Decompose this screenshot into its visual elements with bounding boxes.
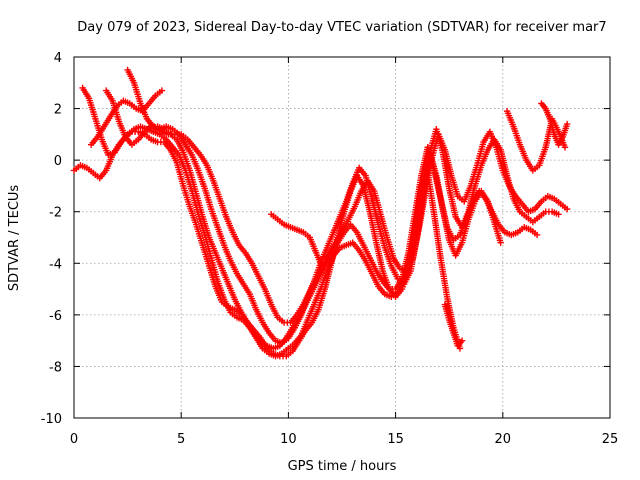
series-track-j [441, 301, 466, 349]
series-track-i [538, 100, 571, 148]
data-point-marker [555, 211, 562, 218]
series-track-h [503, 107, 569, 174]
data-point-marker [563, 120, 571, 128]
plot-frame [73, 56, 611, 419]
axis-ticks: 0 5 10 15 20 25 -10 -8 -6 -4 -2 0 2 4 [41, 51, 619, 447]
y-tick-label: -2 [49, 206, 62, 221]
y-tick-label: -8 [49, 360, 62, 375]
data-point-marker [533, 231, 541, 239]
series-track-e [145, 123, 571, 326]
y-tick-label: 4 [54, 51, 62, 66]
data-point-marker [319, 265, 326, 272]
y-axis-label: SDTVAR / TECUs [7, 185, 22, 292]
data-point-marker [561, 144, 569, 151]
data-point-marker [158, 87, 166, 94]
y-tick-label: 0 [54, 154, 62, 169]
x-axis-label: GPS time / hours [288, 459, 397, 474]
data-point-marker [458, 337, 466, 344]
y-tick-label: -4 [49, 257, 62, 272]
y-tick-label: 2 [54, 103, 62, 118]
series-track-g [268, 211, 326, 272]
series-track-d [124, 66, 562, 347]
x-tick-label: 0 [70, 432, 78, 447]
x-tick-label: 25 [602, 432, 619, 447]
chart-title: Day 079 of 2023, Sidereal Day-to-day VTE… [77, 20, 606, 35]
y-tick-label: -10 [41, 412, 62, 427]
y-tick-label: -6 [49, 309, 62, 324]
x-tick-label: 5 [177, 432, 185, 447]
series-track-f [87, 87, 166, 148]
x-tick-label: 15 [387, 432, 404, 447]
x-tick-label: 10 [280, 432, 297, 447]
data-point-marker [563, 205, 571, 213]
x-tick-label: 20 [495, 432, 512, 447]
data-point-marker [497, 239, 504, 246]
data-points [70, 66, 571, 360]
